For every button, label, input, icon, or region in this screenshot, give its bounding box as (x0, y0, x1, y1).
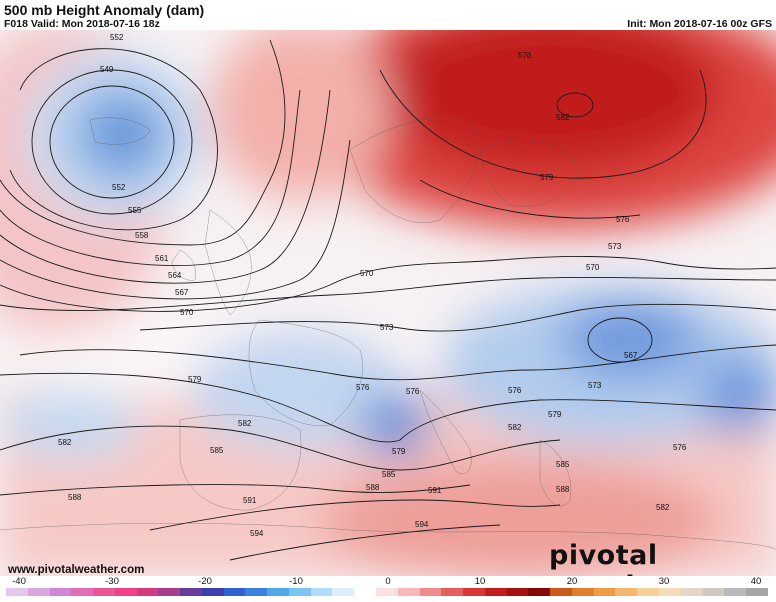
colorbar-swatch (245, 588, 268, 596)
valid-time: F018 Valid: Mon 2018-07-16 18z (4, 18, 160, 30)
colorbar-swatch (267, 588, 289, 596)
contour-label: 567 (624, 351, 638, 360)
colorbar-swatch (702, 588, 725, 596)
colorbar-swatch (180, 588, 202, 596)
colorbar-swatch (288, 588, 311, 596)
colorbar-swatch (201, 588, 224, 596)
contour-label: 552 (112, 183, 126, 192)
colorbar-tick: -40 (12, 576, 26, 587)
colorbar-swatch (724, 588, 747, 596)
header: 500 mb Height Anomaly (dam) F018 Valid: … (0, 0, 776, 30)
colorbar-swatch (376, 588, 398, 596)
colorbar-swatch (593, 588, 616, 596)
contour-label: 576 (508, 386, 522, 395)
colorbar-swatch (658, 588, 681, 596)
contour-label: 585 (382, 470, 396, 479)
map-title: 500 mb Height Anomaly (dam) (4, 2, 205, 18)
colorbar-tick: 20 (566, 576, 578, 587)
colorbar-swatch (49, 588, 72, 596)
contour-label: 585 (210, 446, 224, 455)
contour-label: 576 (406, 387, 420, 396)
colorbar-tick: 0 (385, 576, 391, 587)
colorbar-swatch (550, 588, 572, 596)
contour-label: 564 (168, 271, 182, 280)
colorbar-tick: -20 (198, 576, 212, 587)
contour-label: 573 (588, 381, 602, 390)
contour-label: 594 (250, 529, 264, 538)
colorbar-swatch (637, 588, 659, 596)
colorbar-swatch (441, 588, 464, 596)
colorbar-swatch (571, 588, 594, 596)
contour-label: 552 (110, 33, 124, 42)
colorbar: -40 -30 -20 -10 0 10 20 30 40 (0, 576, 776, 600)
contour-label: 582 (238, 419, 252, 428)
contour-label: 576 (616, 215, 630, 224)
colorbar-swatch (93, 588, 115, 596)
site-url: www.pivotalweather.com (8, 564, 145, 576)
contour-label: 570 (180, 308, 194, 317)
contour-label: 588 (366, 483, 380, 492)
colorbar-swatch (615, 588, 638, 596)
colorbar-swatch (463, 588, 485, 596)
colorbar-tick: -30 (105, 576, 119, 587)
init-time: Init: Mon 2018-07-16 00z GFS (627, 18, 772, 30)
colorbar-swatch (506, 588, 529, 596)
contour-label: 558 (135, 231, 149, 240)
contour-label: 570 (586, 263, 600, 272)
contour-label: 588 (556, 485, 570, 494)
contour-label: 582 (656, 503, 670, 512)
contour-label: 555 (128, 206, 142, 215)
colorbar-swatch (158, 588, 181, 596)
colorbar-swatch (354, 588, 377, 596)
colorbar-tick: 30 (658, 576, 670, 587)
contour-label: 549 (100, 65, 114, 74)
contour-label: 582 (556, 113, 570, 122)
contour-label: 576 (673, 443, 687, 452)
colorbar-swatch (27, 588, 50, 596)
anomaly-field (0, 30, 776, 576)
colorbar-swatch (680, 588, 703, 596)
contour-label: 579 (392, 447, 406, 456)
colorbar-swatch (528, 588, 551, 596)
colorbar-swatch (332, 588, 355, 596)
contour-label: 576 (518, 51, 532, 60)
height-contours (0, 39, 776, 561)
contour-label: 573 (608, 242, 622, 251)
colorbar-tick: 10 (474, 576, 486, 587)
contour-label: 573 (380, 323, 394, 332)
contour-label: 588 (68, 493, 82, 502)
colorbar-swatch (6, 588, 28, 596)
contour-label: 579 (188, 375, 202, 384)
contour-label: 579 (540, 173, 554, 182)
colorbar-swatch (397, 588, 420, 596)
colorbar-swatch (484, 588, 507, 596)
colorbar-tick: -10 (289, 576, 303, 587)
colorbar-swatch (114, 588, 137, 596)
weather-map: 552 549 552 555 558 561 564 567 570 570 … (0, 30, 776, 576)
contour-label: 591 (428, 486, 442, 495)
contour-label: 582 (58, 438, 72, 447)
contour-label: 567 (175, 288, 189, 297)
colorbar-swatch (419, 588, 442, 596)
contour-label: 570 (360, 269, 374, 278)
colorbar-tick: 40 (750, 576, 762, 587)
contour-label: 561 (155, 254, 169, 263)
colorbar-swatch (71, 588, 94, 596)
contour-labels: 552 549 552 555 558 561 564 567 570 570 … (58, 33, 687, 538)
colorbar-swatches (6, 588, 768, 596)
contour-label: 576 (356, 383, 370, 392)
colorbar-swatch (223, 588, 246, 596)
contour-label: 582 (508, 423, 522, 432)
contour-label: 591 (243, 496, 257, 505)
contour-label: 594 (415, 520, 429, 529)
colorbar-swatch (136, 588, 159, 596)
map-canvas: 552 549 552 555 558 561 564 567 570 570 … (0, 30, 776, 576)
colorbar-swatch (310, 588, 333, 596)
contour-label: 585 (556, 460, 570, 469)
contour-label: 579 (548, 410, 562, 419)
colorbar-swatch (746, 588, 768, 596)
